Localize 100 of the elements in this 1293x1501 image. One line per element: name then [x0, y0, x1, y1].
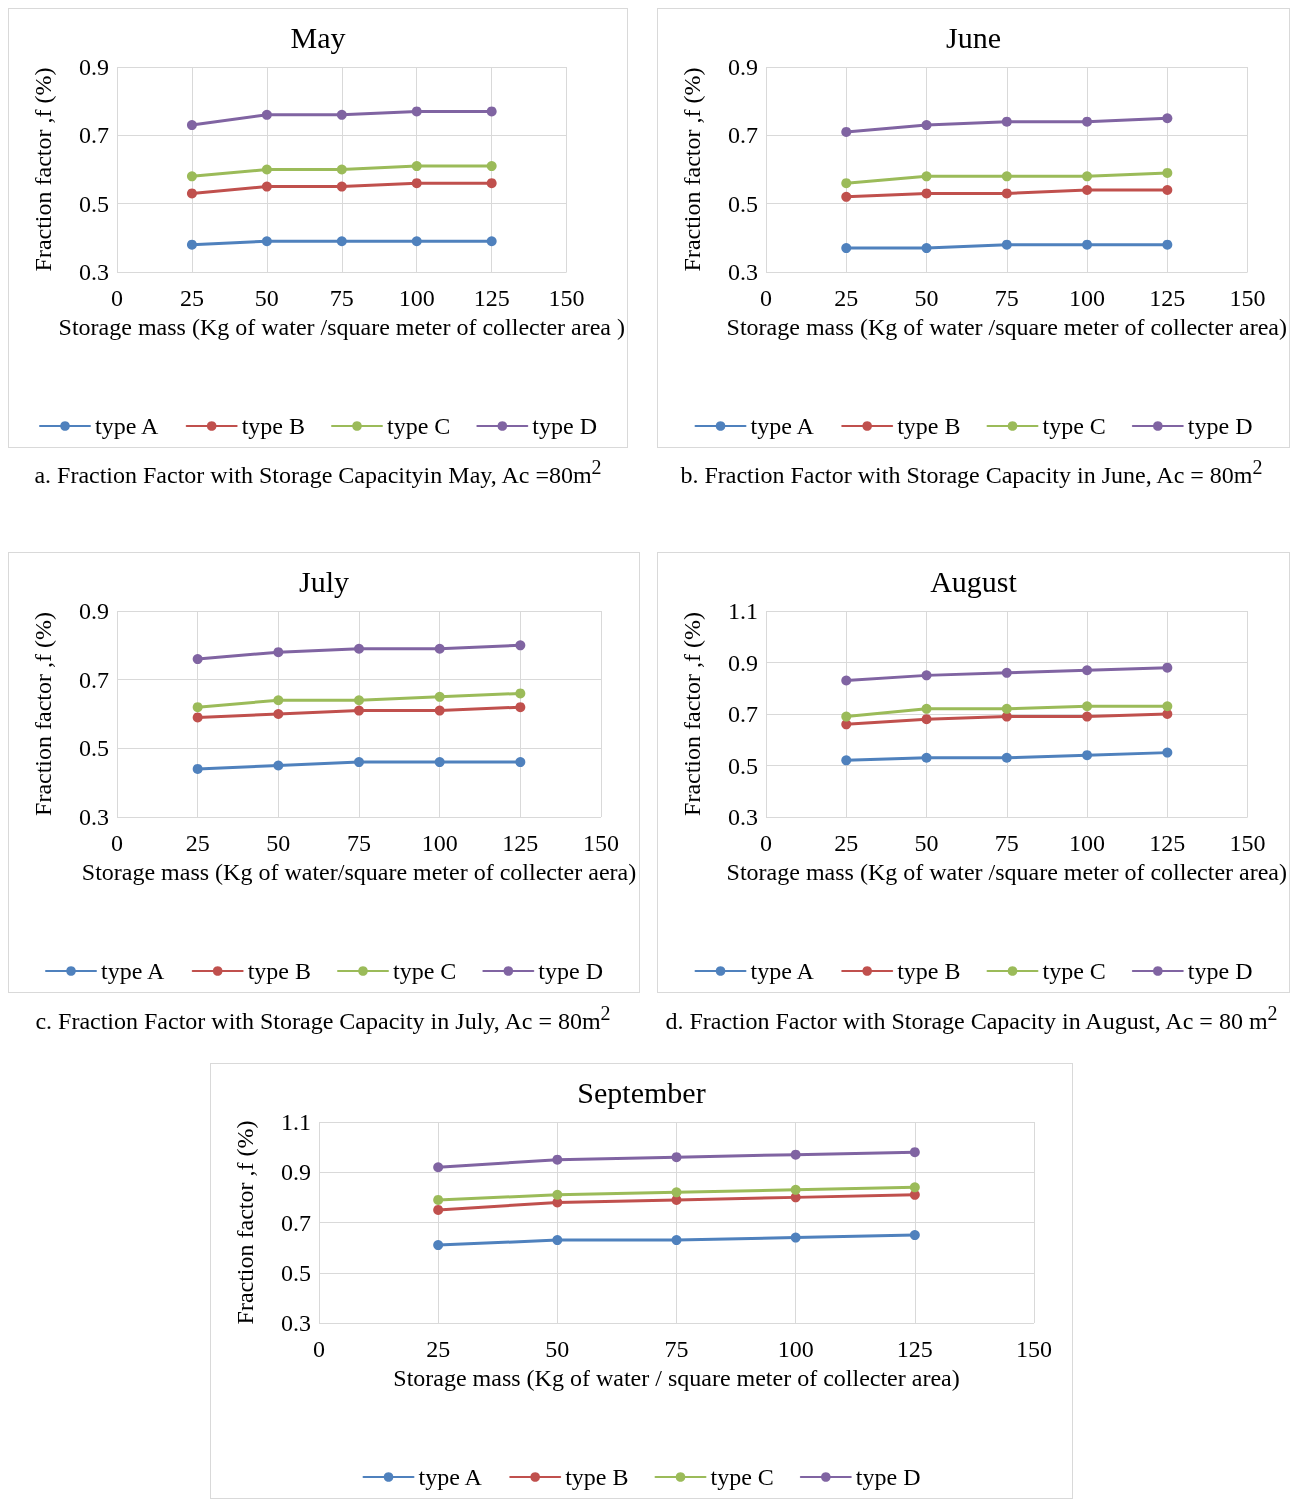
legend-label: type C — [1042, 413, 1106, 439]
x-tick-label: 50 — [914, 830, 939, 856]
y-tick-label: 1.1 — [728, 598, 758, 624]
point — [411, 161, 422, 172]
point — [921, 752, 932, 763]
legend-label: type B — [897, 958, 961, 984]
text: d. Fraction Factor with Storage Capacity in August, Ac = 80 m$^{2}$ — [664, 1001, 1279, 1036]
x-axis-title: Storage mass (Kg of water/square meter of collecter aera) — [81, 858, 637, 885]
point — [261, 164, 272, 175]
point — [186, 239, 197, 250]
point — [433, 1194, 444, 1205]
point — [192, 763, 203, 774]
point — [1082, 750, 1093, 761]
x-tick-label: 0 — [111, 285, 123, 311]
y-tick-label: 0.5 — [79, 190, 109, 217]
point — [921, 171, 932, 182]
legend-label: type C — [710, 1464, 774, 1490]
point — [1001, 188, 1012, 199]
point — [1001, 239, 1012, 250]
y-tick-label: 0.5 — [281, 1259, 311, 1286]
point — [336, 236, 347, 247]
point — [336, 164, 347, 175]
point — [273, 647, 284, 658]
point — [1162, 185, 1173, 195]
y-tick-label: 0.5 — [79, 735, 109, 762]
y-tick-label: 0.7 — [728, 701, 758, 727]
y-tick-label: 0.7 — [728, 122, 758, 149]
y-tick-label: 0.5 — [728, 752, 758, 779]
point — [921, 670, 932, 681]
point — [186, 171, 197, 182]
x-axis-title: Storage mass (Kg of water / square meter of collecter area) — [393, 1364, 960, 1391]
point — [1082, 116, 1093, 127]
y-tick-label: 0.7 — [79, 666, 109, 693]
point — [192, 654, 203, 665]
legend-label: type A — [750, 413, 815, 439]
y-tick-label: 0.9 — [79, 54, 109, 80]
y-tick-label: 1.1 — [281, 1109, 311, 1135]
point — [434, 691, 445, 702]
x-tick-label: 0 — [111, 830, 123, 856]
point — [921, 120, 932, 131]
x-tick-label: 75 — [347, 830, 371, 856]
text: a. Fraction Factor with Storage Capacityin May, Ac =80m$^{2}$ — [33, 455, 603, 490]
y-tick-label: 0.3 — [728, 804, 758, 830]
point — [434, 705, 445, 716]
point — [261, 109, 272, 120]
point — [261, 236, 272, 247]
x-tick-label: 75 — [994, 285, 1019, 311]
point — [433, 1240, 444, 1251]
point — [1082, 239, 1093, 250]
point — [841, 755, 852, 766]
point — [354, 757, 364, 768]
x-tick-label: 50 — [545, 1336, 570, 1362]
point — [411, 106, 422, 117]
chart-title: August — [930, 564, 1018, 598]
x-tick-label: 150 — [1229, 830, 1266, 856]
legend-label: type B — [241, 413, 305, 439]
x-tick-label: 50 — [914, 285, 939, 311]
point — [411, 236, 422, 247]
point — [1082, 665, 1093, 676]
x-tick-label: 25 — [179, 285, 204, 311]
x-tick-label: 0 — [313, 1336, 325, 1362]
legend-label: type C — [1042, 958, 1106, 984]
point — [336, 181, 347, 192]
point — [841, 711, 852, 722]
text: b. Fraction Factor with Storage Capacity in June, Ac = 80m$^{2}$ — [679, 455, 1264, 490]
point — [336, 109, 347, 120]
point — [192, 712, 203, 723]
y-axis-title: Fraction factor ,f (%) — [679, 612, 705, 816]
y-tick-label: 0.9 — [281, 1159, 311, 1186]
point — [909, 1230, 920, 1241]
point — [790, 1184, 801, 1195]
point — [434, 643, 445, 654]
point — [261, 181, 272, 192]
point — [486, 236, 497, 247]
point — [1001, 171, 1012, 182]
point — [909, 1147, 920, 1158]
x-tick-label: 125 — [1149, 830, 1186, 856]
legend-label: type D — [1187, 413, 1253, 439]
legend-label: type D — [855, 1464, 921, 1490]
y-tick-label: 0.3 — [79, 259, 109, 285]
point — [354, 643, 364, 654]
x-tick-label: 25 — [834, 830, 859, 856]
x-tick-label: 100 — [398, 285, 435, 311]
point — [841, 675, 852, 686]
point — [486, 106, 497, 117]
point — [671, 1152, 682, 1163]
x-axis-title: Storage mass (Kg of water /square meter of collecter area) — [726, 858, 1287, 885]
x-tick-label: 0 — [760, 830, 772, 856]
x-axis-title: Storage mass (Kg of water /square meter of collecter area) — [726, 313, 1287, 340]
legend-label: type A — [750, 958, 815, 984]
y-axis-title: Fraction factor ,f (%) — [232, 1120, 258, 1325]
point — [921, 703, 932, 714]
point — [671, 1235, 682, 1246]
point — [486, 161, 497, 172]
legend-label: type D — [532, 413, 597, 439]
y-tick-label: 0.3 — [281, 1310, 311, 1336]
point — [841, 126, 852, 137]
x-tick-label: 25 — [834, 285, 859, 311]
point — [273, 709, 284, 719]
point — [515, 688, 526, 699]
